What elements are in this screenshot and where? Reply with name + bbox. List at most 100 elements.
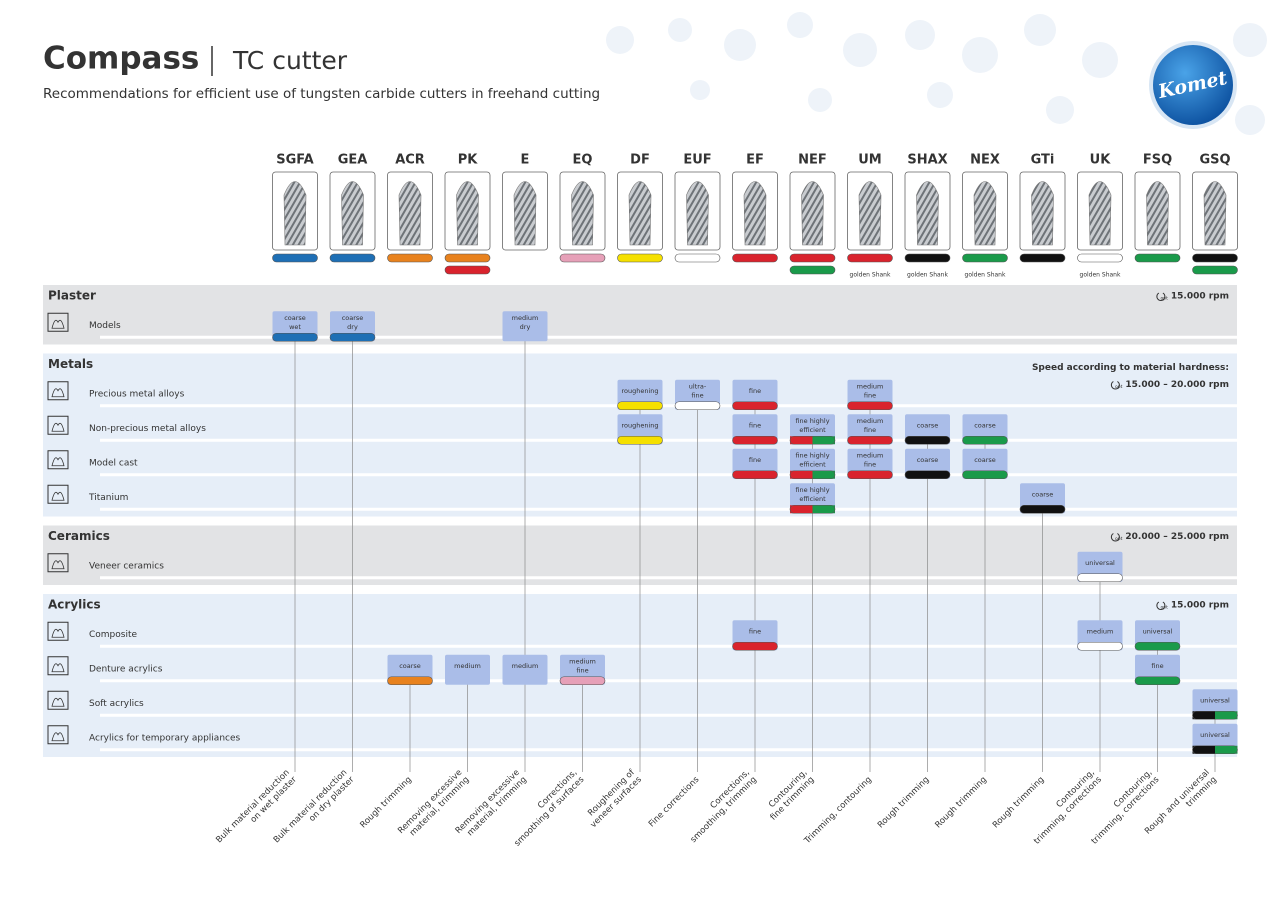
- speed-icon: [1110, 533, 1120, 542]
- bar-outline: [789, 435, 836, 445]
- cell-text: efficient: [799, 460, 826, 468]
- cutter-image: [1031, 181, 1054, 246]
- application: Contouring,fine trimming: [767, 768, 816, 823]
- cell-shank: [847, 435, 893, 445]
- bar-outline: [789, 470, 836, 480]
- row-icon: [47, 484, 69, 504]
- cell-shank: [732, 435, 778, 445]
- bar-part: [559, 253, 606, 263]
- cutter-image: [973, 181, 997, 246]
- cell-shank: [789, 504, 836, 514]
- row-icon-shape: [51, 491, 65, 501]
- bar-part: [617, 401, 663, 411]
- application: Rough trimming: [991, 775, 1047, 831]
- application: Fine corrections: [647, 774, 702, 829]
- logo: Komet: [1149, 41, 1237, 129]
- cutter-shank: [962, 253, 1008, 263]
- cell-shank: [1019, 504, 1066, 514]
- cell-shank: [732, 470, 778, 480]
- row-icon-shape: [51, 388, 65, 398]
- cell-text: medium: [454, 662, 481, 670]
- speed: 15.000 – 20.000 rpm: [1125, 380, 1229, 390]
- bar-part: [847, 435, 893, 445]
- bar-part: [732, 435, 778, 445]
- bar-part: [1192, 711, 1215, 720]
- cell-shank: [387, 676, 433, 686]
- row-icon-shape: [51, 628, 65, 638]
- cutter-image: [398, 181, 422, 246]
- bar-part: [904, 470, 951, 480]
- cell-text: coarse: [974, 421, 996, 429]
- row-icon-shape: [51, 319, 65, 329]
- title: Compass: [43, 41, 199, 77]
- cell-text: fine highly: [795, 451, 829, 459]
- row-icon: [47, 450, 69, 470]
- cutter-shank: [559, 253, 606, 263]
- shank-note: golden Shank: [1080, 272, 1121, 279]
- cutter-name: EQ: [573, 153, 593, 168]
- bar-part: [444, 265, 491, 275]
- cutter-image: [801, 181, 824, 246]
- description: Recommendations for efficient use of tun…: [43, 86, 600, 102]
- cell-text: fine: [749, 421, 761, 429]
- row-label: Acrylics for temporary appliances: [89, 733, 241, 743]
- cell-shank: [904, 435, 951, 445]
- bar-part: [732, 253, 778, 263]
- cell-shank: [732, 401, 778, 411]
- cell-text: coarse: [1032, 490, 1054, 498]
- cutter-image: [513, 181, 537, 246]
- cell-text: fine: [749, 456, 761, 464]
- cell-text: medium: [1087, 627, 1114, 635]
- cutter-shank: [904, 253, 951, 263]
- row-label: Composite: [89, 630, 137, 640]
- bar-part: [1077, 641, 1123, 651]
- cutter-name: SGFA: [276, 153, 313, 168]
- bar-outline: [1192, 710, 1238, 720]
- application: Rough trimming: [876, 775, 932, 831]
- cell-text: coarse: [342, 314, 364, 322]
- speed-icon: [1156, 292, 1166, 301]
- bar-part: [1192, 265, 1238, 275]
- speed-icon: [1156, 601, 1166, 610]
- row-label: Titanium: [88, 493, 128, 503]
- cutter-shank: [732, 253, 778, 263]
- cell-shank: [617, 401, 663, 411]
- cell-text: dry: [347, 323, 358, 331]
- row-icon: [47, 312, 69, 332]
- cutter-shank: [617, 253, 663, 263]
- cutter-name: GEA: [338, 153, 368, 168]
- bar-part: [1019, 504, 1066, 514]
- cutter-image: [456, 181, 479, 246]
- cell-text: universal: [1200, 696, 1230, 704]
- cell-shank: [1077, 573, 1123, 583]
- bar-part: [732, 641, 778, 651]
- bar-part: [812, 436, 835, 445]
- section-band: [43, 285, 1237, 345]
- cutter-image: [1088, 181, 1112, 246]
- shank-note: golden Shank: [965, 272, 1006, 279]
- row-label: Model cast: [89, 458, 138, 468]
- speed: 15.000 rpm: [1171, 601, 1229, 611]
- row-icon: [47, 381, 69, 401]
- bar-part: [1019, 253, 1066, 263]
- bar-part: [1215, 711, 1238, 720]
- cell-shank: [789, 470, 836, 480]
- section-title: Metals: [48, 357, 93, 371]
- bar-part: [812, 505, 835, 514]
- cutter-name: PK: [458, 153, 479, 168]
- cutter-image: [1203, 181, 1227, 246]
- cell-text: dry: [520, 323, 531, 331]
- cutter-image: [686, 181, 709, 246]
- cell-text: medium: [857, 382, 884, 390]
- cell-text: fine: [749, 627, 761, 635]
- bar-part: [329, 253, 376, 263]
- cutter-shank: [387, 253, 433, 263]
- application-text: Rough trimming: [991, 775, 1047, 831]
- cutter-image: [743, 181, 767, 246]
- bar-part: [272, 253, 318, 263]
- application-text: Rough trimming: [876, 775, 932, 831]
- cell-shank: [789, 435, 836, 445]
- bar-outline: [1192, 745, 1238, 755]
- row-icon: [47, 621, 69, 641]
